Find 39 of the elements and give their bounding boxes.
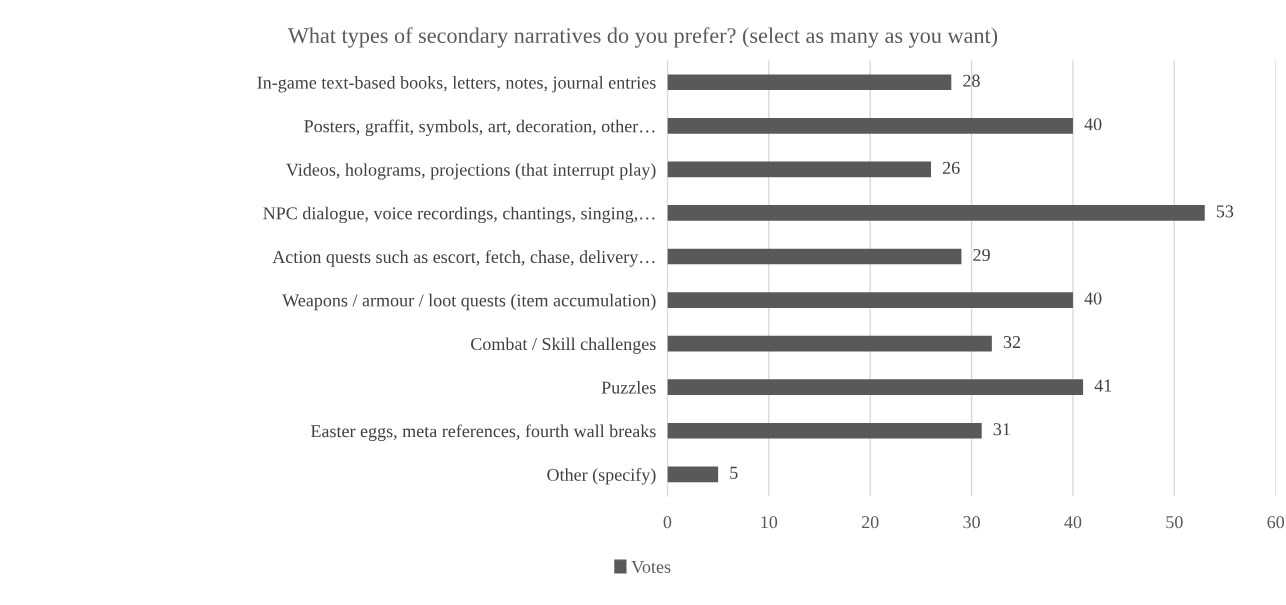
y-tick-label: Combat / Skill challenges (471, 337, 656, 354)
y-tick-label: Videos, holograms, projections (that interrupt play) (286, 163, 656, 180)
bar (667, 161, 932, 178)
y-tick-label: Other (specify) (547, 467, 656, 485)
x-tick-label: 20 (861, 516, 879, 529)
data-label: 40 (1084, 118, 1102, 131)
chart-title: What types of secondary narratives do you prefer? (select as many as you want) (287, 27, 998, 48)
y-tick-label: NPC dialogue, voice recordings, chantings, singing,… (263, 206, 655, 224)
data-label: 32 (1003, 336, 1021, 349)
x-tick-label: 50 (1166, 516, 1183, 529)
bar (667, 379, 1084, 396)
bar (667, 74, 952, 91)
x-tick-label: 10 (761, 516, 778, 529)
bar (667, 466, 719, 483)
y-tick-label: Easter eggs, meta references, fourth wall breaks (310, 424, 656, 442)
bar (667, 335, 992, 352)
bar (667, 248, 962, 265)
bar (667, 205, 1205, 221)
y-tick-label: Posters, graffit, symbols, art, decoration, other… (304, 119, 655, 137)
data-label: 26 (942, 161, 960, 174)
x-tick-label: 40 (1064, 516, 1082, 529)
x-tick-label: 30 (963, 516, 980, 529)
legend-label: Votes (631, 560, 671, 574)
bar (667, 292, 1073, 308)
bar (667, 118, 1073, 134)
x-tick-label: 60 (1267, 516, 1285, 529)
x-tick-label: 0 (663, 516, 672, 529)
data-label: 5 (730, 466, 738, 479)
data-label: 29 (973, 248, 990, 262)
data-label: 40 (1084, 292, 1102, 305)
y-tick-label: Action quests such as escort, fetch, chase, delivery… (272, 250, 655, 267)
bar (667, 422, 982, 439)
data-label: 53 (1216, 205, 1234, 218)
data-label: 28 (963, 74, 980, 87)
data-label: 31 (993, 423, 1010, 436)
y-tick-label: Weapons / armour / loot quests (item accumulation) (282, 293, 656, 311)
data-label: 41 (1094, 379, 1112, 392)
y-tick-label: In-game text-based books, letters, notes, journal entries (257, 76, 656, 93)
y-tick-label: Puzzles (601, 380, 656, 394)
